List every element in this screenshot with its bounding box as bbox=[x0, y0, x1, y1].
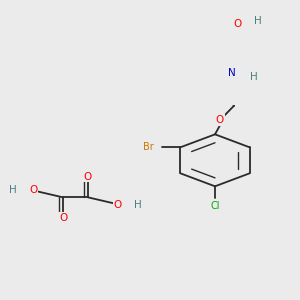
Text: O: O bbox=[216, 115, 224, 125]
Text: O: O bbox=[84, 172, 92, 182]
Text: Cl: Cl bbox=[210, 201, 220, 211]
Text: O: O bbox=[234, 19, 242, 29]
Text: N: N bbox=[228, 68, 236, 78]
Text: H: H bbox=[250, 71, 258, 82]
Text: H: H bbox=[254, 16, 262, 26]
Text: O: O bbox=[29, 184, 37, 195]
Text: O: O bbox=[114, 200, 122, 210]
Text: H: H bbox=[9, 184, 17, 195]
Text: H: H bbox=[134, 200, 142, 210]
Text: Br: Br bbox=[143, 142, 154, 152]
Text: O: O bbox=[59, 213, 67, 223]
